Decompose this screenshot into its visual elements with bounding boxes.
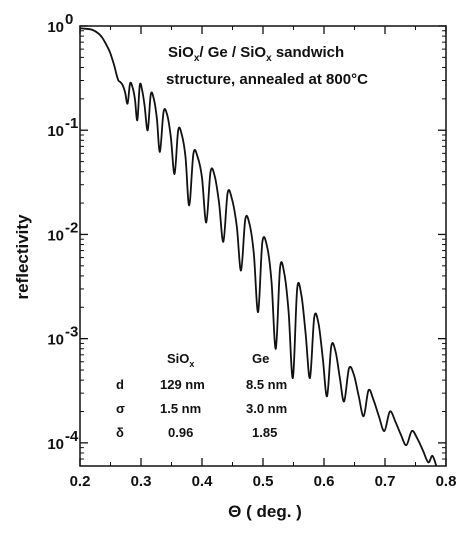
- x-tick-label: 0.4: [192, 473, 214, 490]
- y-tick-exponent: -1: [65, 115, 78, 132]
- annotation-line-2: structure, annealed at 800°C: [166, 71, 368, 88]
- y-tick-label: 10: [47, 227, 64, 244]
- reflectivity-curve-0: [80, 27, 438, 466]
- table-header-ge: Ge: [252, 351, 269, 366]
- y-tick-exponent: -2: [65, 219, 78, 236]
- table-header-siox: SiOx: [167, 351, 194, 369]
- parameter-table: SiOx Ge d 129 nm 8.5 nm σ 1.5 nm 3.0 nm …: [116, 351, 287, 440]
- x-tick-label: 0.2: [70, 473, 91, 490]
- y-tick-label: 10: [47, 436, 64, 453]
- y-axis-label: reflectivity: [13, 214, 32, 300]
- table-row-delta-siox: 0.96: [168, 425, 193, 440]
- y-tick-label: 10: [47, 123, 64, 140]
- x-tick-label: 0.6: [314, 473, 335, 490]
- table-row-d-siox: 129 nm: [160, 377, 205, 392]
- plot-border: [79, 25, 447, 467]
- y-tick-exponent: 0: [65, 11, 73, 28]
- x-tick-label: 0.5: [253, 473, 274, 490]
- y-tick-label: 10: [47, 332, 64, 349]
- plot-frame: [79, 25, 447, 467]
- y-tick-exponent: -3: [65, 324, 78, 341]
- annotation-line-1: SiOx/ Ge / SiOx sandwich: [168, 44, 344, 64]
- table-row-delta-ge: 1.85: [252, 425, 277, 440]
- x-axis-ticks: 0.2 0.3 0.4 0.5 0.6 0.7 0.8: [70, 26, 457, 490]
- table-row-sigma-ge: 3.0 nm: [246, 401, 287, 416]
- y-tick-label: 10: [47, 19, 64, 36]
- table-row-d-ge: 8.5 nm: [246, 377, 287, 392]
- table-row-d-symbol: d: [116, 377, 124, 392]
- table-row-sigma-symbol: σ: [116, 401, 125, 416]
- series-layer: [80, 27, 438, 466]
- x-tick-label: 0.3: [131, 473, 152, 490]
- x-tick-label: 0.7: [375, 473, 396, 490]
- table-row-delta-symbol: δ: [116, 425, 124, 440]
- x-tick-label: 0.8: [436, 473, 457, 490]
- table-row-sigma-siox: 1.5 nm: [160, 401, 201, 416]
- y-tick-exponent: -4: [65, 428, 79, 445]
- structure-annotation: SiOx/ Ge / SiOx sandwich structure, anne…: [166, 44, 368, 88]
- x-axis-label: Θ ( deg. ): [228, 502, 302, 521]
